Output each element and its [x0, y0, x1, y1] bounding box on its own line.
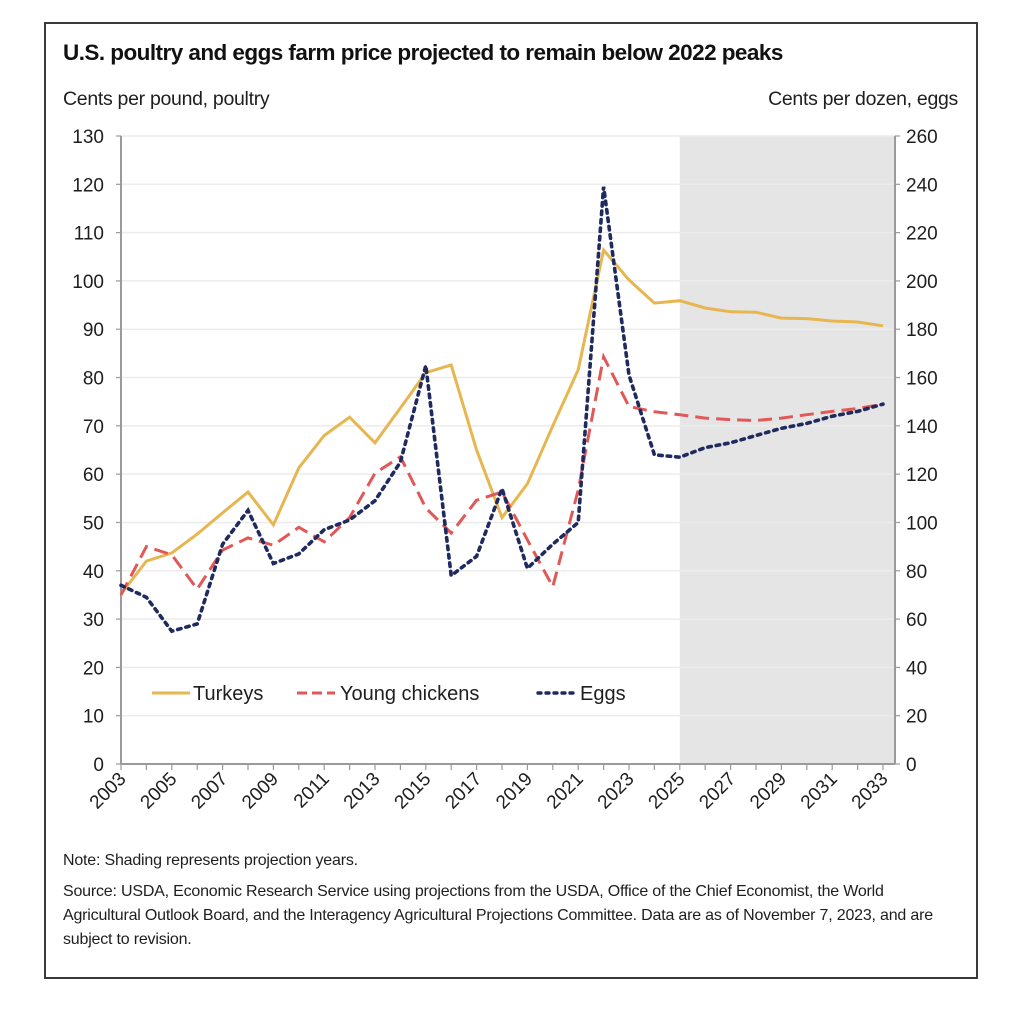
right-tick-label: 220 — [906, 224, 938, 245]
x-tick-label: 2017 — [441, 769, 486, 814]
x-tick-label: 2029 — [746, 769, 791, 814]
x-tick-label: 2011 — [290, 769, 334, 813]
x-tick-label: 2021 — [543, 769, 588, 814]
right-tick-label: 140 — [906, 417, 938, 438]
left-tick-label: 10 — [83, 707, 104, 728]
left-tick-label: 20 — [83, 658, 104, 679]
series-line-eggs — [119, 186, 885, 634]
x-tick-label: 2023 — [594, 769, 639, 814]
legend-label-young-chickens: Young chickens — [340, 683, 479, 705]
right-tick-label: 180 — [906, 320, 938, 341]
right-tick-label: 120 — [906, 465, 938, 486]
x-tick-label: 2025 — [645, 769, 690, 814]
left-tick-label: 110 — [74, 224, 104, 245]
left-axis-title: Cents per pound, poultry — [63, 88, 270, 110]
right-tick-label: 80 — [906, 562, 927, 583]
x-tick-label: 2005 — [137, 769, 182, 814]
right-tick-label: 100 — [906, 513, 938, 534]
left-tick-label: 60 — [83, 465, 104, 486]
chart-source: Source: USDA, Economic Research Service … — [63, 883, 933, 948]
left-tick-label: 130 — [72, 127, 104, 148]
left-tick-label: 0 — [93, 755, 104, 776]
x-tick-label: 2019 — [492, 769, 537, 814]
series-line-turkeys — [119, 246, 884, 595]
right-axis-title: Cents per dozen, eggs — [768, 88, 958, 110]
legend-label-turkeys: Turkeys — [193, 683, 263, 705]
series-line-young-chickens — [119, 352, 884, 596]
left-tick-label: 70 — [83, 417, 104, 438]
right-tick-label: 240 — [906, 175, 938, 196]
left-tick-label: 80 — [83, 369, 104, 390]
right-tick-label: 60 — [906, 610, 927, 631]
right-tick-label: 260 — [906, 127, 938, 148]
left-tick-label: 100 — [72, 272, 104, 293]
x-tick-label: 2007 — [187, 769, 232, 814]
right-tick-label: 40 — [906, 658, 927, 679]
chart-note: Note: Shading represents projection year… — [63, 852, 358, 869]
left-tick-label: 50 — [83, 513, 104, 534]
projection-shading — [679, 136, 895, 764]
x-tick-label: 2015 — [391, 769, 436, 814]
legend-label-eggs: Eggs — [580, 683, 626, 705]
x-tick-label: 2027 — [695, 769, 740, 814]
left-tick-label: 30 — [83, 610, 104, 631]
x-tick-label: 2013 — [340, 769, 385, 814]
x-tick-label: 2031 — [797, 769, 842, 814]
left-tick-label: 40 — [83, 562, 104, 583]
left-tick-label: 120 — [72, 175, 104, 196]
right-tick-label: 20 — [906, 707, 927, 728]
right-tick-label: 200 — [906, 272, 938, 293]
left-tick-label: 90 — [83, 320, 104, 341]
x-tick-label: 2009 — [238, 769, 283, 814]
right-tick-label: 160 — [906, 369, 938, 390]
chart-title: U.S. poultry and eggs farm price project… — [63, 40, 783, 65]
right-tick-label: 0 — [906, 755, 917, 776]
x-tick-label: 2033 — [848, 769, 893, 814]
